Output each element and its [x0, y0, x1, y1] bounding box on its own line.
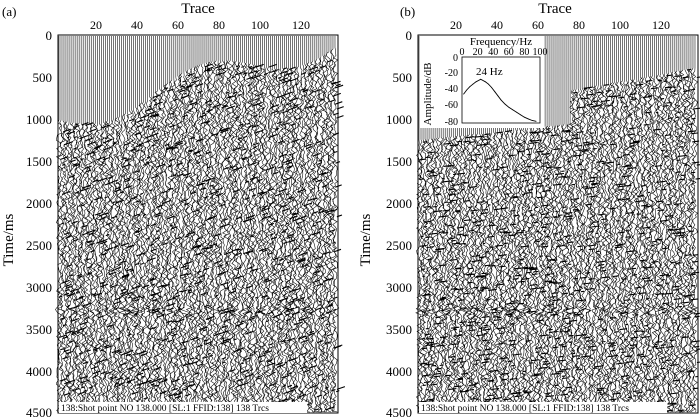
- inset-peak-label: 24 Hz: [476, 66, 503, 78]
- panel-b-label: (b): [400, 4, 415, 19]
- spectrum-data-point: [508, 106, 510, 108]
- y-tick-label: 1000: [26, 112, 52, 127]
- y-tick-label: 3000: [386, 280, 412, 295]
- y-tick-label: 1500: [386, 154, 412, 169]
- spectrum-data-point: [512, 109, 514, 111]
- inset-x-tick-label: 100: [533, 47, 548, 58]
- spectrum-data-point: [485, 81, 486, 83]
- inset-background: [420, 36, 544, 128]
- y-tick-label: 3000: [26, 280, 52, 295]
- spectrum-data-point: [497, 95, 499, 97]
- x-tick-label: 120: [652, 18, 670, 32]
- spectrum-points: [463, 78, 537, 122]
- spectrum-data-point: [520, 114, 521, 116]
- seismic-events: [59, 59, 346, 413]
- inset-x-tick-label: 60: [504, 47, 514, 58]
- panel-b-x-ticks: 20 40 60 80 100 120: [450, 18, 670, 32]
- inset-plot-frame: [461, 56, 541, 124]
- spectrum-data-point: [466, 89, 468, 91]
- panel-b-footer-text: 138:Shot point NO 138.000 [SL:1 FFID:138…: [421, 404, 629, 414]
- inset-y-ticks: 0 -20 -40 -60 -80: [445, 53, 458, 128]
- inset-y-axis-title: Amplitude/dB: [422, 63, 434, 126]
- x-tick-label: 100: [611, 18, 629, 32]
- y-tick-label: 500: [33, 70, 53, 85]
- inset-x-tick-label: 0: [460, 47, 465, 58]
- seismic-traces: [55, 36, 340, 413]
- inset-y-tick-label: -20: [445, 68, 458, 79]
- inset-x-ticks: 0 20 40 60 80 100: [460, 47, 548, 58]
- panel-a-footer-box: [59, 402, 307, 413]
- y-tick-label: 4000: [386, 364, 412, 379]
- panel-a: (a) Trace Time/ms 20 40 60 80 100 120 0 …: [1, 1, 346, 419]
- spectrum-data-point: [504, 103, 506, 105]
- x-tick-label: 20: [90, 18, 102, 32]
- spectrum-data-point: [463, 93, 464, 95]
- x-tick-label: 40: [131, 18, 143, 32]
- panel-a-y-ticks: 0 500 1000 1500 2000 2500 3000 3500 4000…: [26, 28, 52, 419]
- y-tick-label: 3500: [26, 322, 52, 337]
- panel-b-y-axis-title: Time/ms: [358, 213, 374, 266]
- spectrum-data-point: [531, 120, 533, 121]
- spectrum-data-point: [494, 91, 496, 93]
- x-tick-label: 80: [573, 18, 585, 32]
- panel-a-y-axis-title: Time/ms: [1, 213, 17, 266]
- y-tick-label: 1500: [26, 154, 52, 169]
- inset-x-tick-label: 20: [473, 47, 483, 58]
- panel-a-label: (a): [2, 4, 16, 19]
- seismic-events: [418, 68, 700, 412]
- spectrum-data-point: [472, 83, 474, 85]
- inset-x-tick-label: 80: [519, 47, 529, 58]
- y-tick-label: 3500: [386, 322, 412, 337]
- x-tick-label: 80: [213, 18, 225, 32]
- spectrum-data-point: [524, 116, 525, 118]
- spectrum-data-point: [478, 79, 480, 81]
- panel-b-y-ticks: 0 500 1000 1500 2000 2500 3000 3500 4000…: [386, 28, 412, 419]
- panel-a-footer-text: 138:Shot point NO 138.000 [SL:1 FFID:138…: [61, 404, 269, 414]
- spectrum-data-point: [469, 86, 471, 88]
- y-tick-label: 0: [46, 28, 53, 43]
- spectrum-data-point: [480, 78, 482, 80]
- spectrum-data-point: [475, 81, 477, 83]
- spectrum-inset: Frequency/Hz Amplitude/dB 0 20 40 60 80 …: [420, 36, 548, 128]
- x-tick-label: 120: [292, 18, 310, 32]
- x-tick-label: 20: [450, 18, 462, 32]
- x-tick-label: 100: [251, 18, 269, 32]
- inset-x-tick-label: 40: [488, 47, 498, 58]
- x-tick-label: 40: [491, 18, 503, 32]
- y-tick-label: 4000: [26, 364, 52, 379]
- panel-a-x-axis-title: Trace: [181, 1, 215, 17]
- y-tick-label: 2000: [26, 196, 52, 211]
- spectrum-data-point: [481, 79, 483, 81]
- inset-x-axis-title: Frequency/Hz: [470, 36, 532, 48]
- spectrum-data-point: [488, 83, 489, 85]
- y-tick-label: 1000: [386, 112, 412, 127]
- y-tick-label: 4500: [26, 405, 52, 419]
- spectrum-data-point: [527, 118, 529, 120]
- y-tick-label: 500: [393, 70, 413, 85]
- panel-a-seismic-gather: [55, 36, 346, 413]
- y-tick-label: 4500: [386, 405, 412, 419]
- spectrum-data-point: [491, 87, 492, 88]
- panel-b-footer-box: [419, 402, 667, 413]
- spectrum-data-point: [500, 99, 502, 101]
- y-tick-label: 2500: [26, 238, 52, 253]
- y-tick-label: 2000: [386, 196, 412, 211]
- inset-y-tick-label: -80: [445, 117, 458, 128]
- inset-y-tick-label: -60: [445, 100, 458, 111]
- spectrum-data-point: [535, 120, 537, 122]
- inset-y-tick-label: -40: [445, 84, 458, 95]
- x-tick-label: 60: [172, 18, 184, 32]
- y-tick-label: 0: [406, 28, 413, 43]
- y-tick-label: 2500: [386, 238, 412, 253]
- panel-b-x-axis-title: Trace: [538, 1, 572, 17]
- x-tick-label: 60: [532, 18, 544, 32]
- panel-b: (b) Trace Time/ms 20 40 60 80 100 120 0 …: [358, 1, 700, 419]
- panel-a-x-ticks: 20 40 60 80 100 120: [90, 18, 310, 32]
- inset-y-tick-label: 0: [453, 53, 458, 64]
- spectrum-data-point: [516, 111, 517, 113]
